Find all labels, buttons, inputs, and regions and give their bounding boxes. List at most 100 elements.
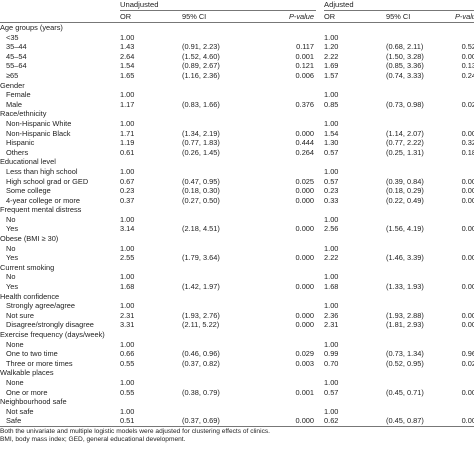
gap-cell <box>316 378 324 388</box>
adjusted-p-value: 0.960 <box>461 349 474 359</box>
unadjusted-p-value: 0.000 <box>295 253 315 263</box>
unadjusted-or: 0.61 <box>120 147 135 157</box>
adjusted-ci: (1.56, 4.19) <box>386 224 424 234</box>
gap-cell <box>316 311 324 321</box>
adjusted-or: 2.22 <box>324 51 339 61</box>
unadjusted-p-value <box>246 301 316 311</box>
table-row: Not sure 2.31 (1.93, 2.76) 0.000 2.36 (1.93, … <box>0 311 474 321</box>
table-row: Some college 0.23 (0.18, 0.30) 0.000 0.23 (0.… <box>0 186 474 196</box>
adjusted-ci: (0.18, 0.29) <box>386 186 424 196</box>
unadjusted-ci: (1.52, 4.60) <box>182 51 220 61</box>
adjusted-or: 1.00 <box>324 214 339 224</box>
unadjusted-or: 1.00 <box>120 301 135 311</box>
adjusted-or: 0.23 <box>324 186 339 196</box>
adjusted-p-value <box>434 167 474 177</box>
header-a-or: OR <box>324 10 385 23</box>
adjusted-p-value: 0.000 <box>461 51 474 61</box>
gap-cell <box>316 129 324 139</box>
adjusted-ci <box>384 244 434 254</box>
section-row: Obese (BMI ≥ 30) <box>0 234 474 244</box>
unadjusted-ci: (0.26, 1.45) <box>182 147 220 157</box>
gap-cell <box>316 359 324 369</box>
unadjusted-p-value: 0.376 <box>295 99 315 109</box>
unadjusted-p-value: 0.000 <box>295 186 315 196</box>
adjusted-ci: (0.52, 0.95) <box>386 358 424 368</box>
unadjusted-p-value: 0.001 <box>295 51 315 61</box>
gap-cell <box>316 33 324 43</box>
adjusted-ci: (0.22, 0.49) <box>386 195 424 205</box>
row-label: Some college <box>6 186 51 196</box>
row-label: ≥65 <box>6 70 19 80</box>
unadjusted-ci <box>180 340 246 350</box>
adjusted-or: 2.31 <box>324 320 339 330</box>
unadjusted-p-value: 0.000 <box>295 310 315 320</box>
unadjusted-or: 1.68 <box>120 282 135 292</box>
adjusted-p-value: 0.000 <box>461 387 474 397</box>
row-label: Less than high school <box>6 166 78 176</box>
adjusted-p-value: 0.000 <box>461 186 474 196</box>
unadjusted-p-value <box>246 340 316 350</box>
adjusted-ci <box>384 272 434 282</box>
adjusted-p-value: 0.187 <box>461 147 474 157</box>
header-u-or: OR <box>120 10 180 23</box>
gap-cell <box>316 100 324 110</box>
unadjusted-or: 1.00 <box>120 166 135 176</box>
adjusted-ci <box>384 407 434 417</box>
unadjusted-ci: (0.47, 0.95) <box>182 176 220 186</box>
header-gap-2 <box>316 10 325 23</box>
row-label: No <box>6 214 16 224</box>
unadjusted-or: 1.71 <box>120 128 135 138</box>
adjusted-p-value: 0.005 <box>461 128 474 138</box>
adjusted-or: 1.00 <box>324 272 339 282</box>
header-gap <box>316 0 324 11</box>
section-row: Health confidence <box>0 292 474 302</box>
table-row: No 1.00 1.00 <box>0 272 474 282</box>
adjusted-ci <box>384 90 434 100</box>
adjusted-ci <box>384 119 434 129</box>
footnotes: Both the univariate and multiple logisti… <box>0 428 474 444</box>
row-label: Female <box>6 90 31 100</box>
section-label: Age groups (years) <box>0 23 63 32</box>
row-label: <35 <box>6 32 19 42</box>
adjusted-or: 1.00 <box>324 118 339 128</box>
unadjusted-p-value <box>246 215 316 225</box>
gap-cell <box>316 42 324 52</box>
table-row: High school grad or GED 0.67 (0.47, 0.95) 0… <box>0 177 474 187</box>
adjusted-ci: (0.45, 0.87) <box>384 416 435 427</box>
unadjusted-or: 2.64 <box>120 51 135 61</box>
unadjusted-ci <box>180 90 246 100</box>
adjusted-p-value: 0.242 <box>461 70 474 80</box>
adjusted-p-value <box>434 33 474 43</box>
table-row: Others 0.61 (0.26, 1.45) 0.264 0.57 (0.25, 1.… <box>0 148 474 158</box>
adjusted-ci: (1.93, 2.88) <box>386 310 424 320</box>
unadjusted-p-value: 0.264 <box>295 147 315 157</box>
unadjusted-ci <box>180 272 246 282</box>
section-label: Neighbourhood safe <box>0 397 67 407</box>
adjusted-p-value <box>434 378 474 388</box>
unadjusted-or: 1.54 <box>120 61 135 71</box>
adjusted-ci: (1.14, 2.07) <box>386 128 424 138</box>
header-a-p: P-value <box>434 10 474 23</box>
adjusted-p-value: 0.000 <box>461 282 474 292</box>
header-u-ci: 95% CI <box>180 10 246 23</box>
gap-cell <box>316 71 324 81</box>
section-label: Exercise frequency (days/week) <box>0 330 105 339</box>
table-row: Safe 0.51 (0.37, 0.69) 0.000 0.62 (0.45, 0.87… <box>0 416 474 427</box>
header-columns-row: OR 95% CI P-value OR 95% CI P-value <box>0 10 474 23</box>
section-label: Health confidence <box>0 291 60 301</box>
unadjusted-or: 1.17 <box>120 99 135 109</box>
adjusted-ci: (1.81, 2.93) <box>386 320 424 330</box>
row-label: No <box>6 272 16 282</box>
adjusted-or: 0.62 <box>324 416 385 427</box>
row-label: No <box>6 243 16 253</box>
adjusted-ci <box>384 167 434 177</box>
section-label: Walkable places <box>0 368 54 378</box>
unadjusted-p-value: 0.000 <box>295 320 315 330</box>
adjusted-ci: (0.73, 1.34) <box>386 349 424 359</box>
adjusted-p-value: 0.134 <box>461 61 474 71</box>
unadjusted-ci: (0.18, 0.30) <box>182 186 220 196</box>
table-row: Strongly agree/agree 1.00 1.00 <box>0 301 474 311</box>
unadjusted-ci: (1.93, 2.76) <box>182 310 220 320</box>
header-adjusted: Adjusted <box>324 0 474 11</box>
gap-cell <box>316 349 324 359</box>
